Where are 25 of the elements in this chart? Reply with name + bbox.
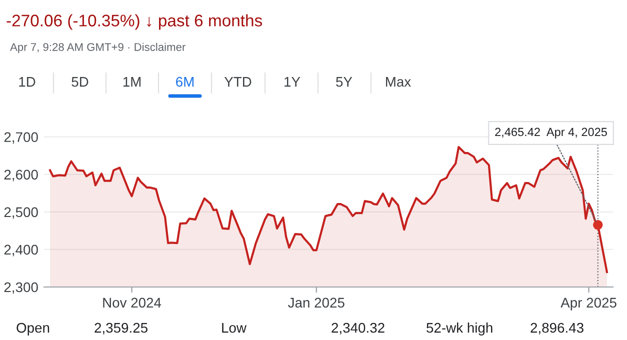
y-tick-label: 2,500	[4, 207, 38, 219]
text: Open	[16, 322, 50, 336]
text: 52-wk high	[426, 322, 492, 336]
y-tick-label: 2,400	[4, 244, 38, 256]
text: 6M	[176, 76, 194, 87]
y-tick-label: 2,600	[4, 170, 38, 182]
x-tick-label: Apr 2025	[560, 298, 616, 310]
text: 5D	[72, 77, 88, 87]
y-tick-label: 2,700	[4, 132, 38, 144]
text: 2,340.32	[332, 322, 384, 334]
annotation: 2,465.42 Apr 4, 2025	[495, 128, 607, 138]
x-tick-label: Jan 2025	[288, 298, 344, 308]
text: 1Y	[284, 77, 300, 87]
text: 1D	[19, 77, 36, 87]
y-tick-label: 2,300	[4, 282, 38, 294]
text: 1M	[123, 77, 141, 87]
text: Low	[222, 323, 247, 333]
text: Max	[386, 77, 411, 87]
text: 2,896.43	[530, 322, 584, 334]
text: YTD	[224, 77, 252, 87]
x-tick-label: Nov 2024	[103, 298, 162, 308]
text: 2,359.25	[94, 322, 148, 334]
text: 5Y	[336, 77, 352, 87]
text: Apr 7, 9:28 AM GMT+9 · Disclaimer	[10, 42, 186, 54]
chart-title: -270.06 (-10.35%) ↓ past 6 months	[6, 14, 262, 30]
